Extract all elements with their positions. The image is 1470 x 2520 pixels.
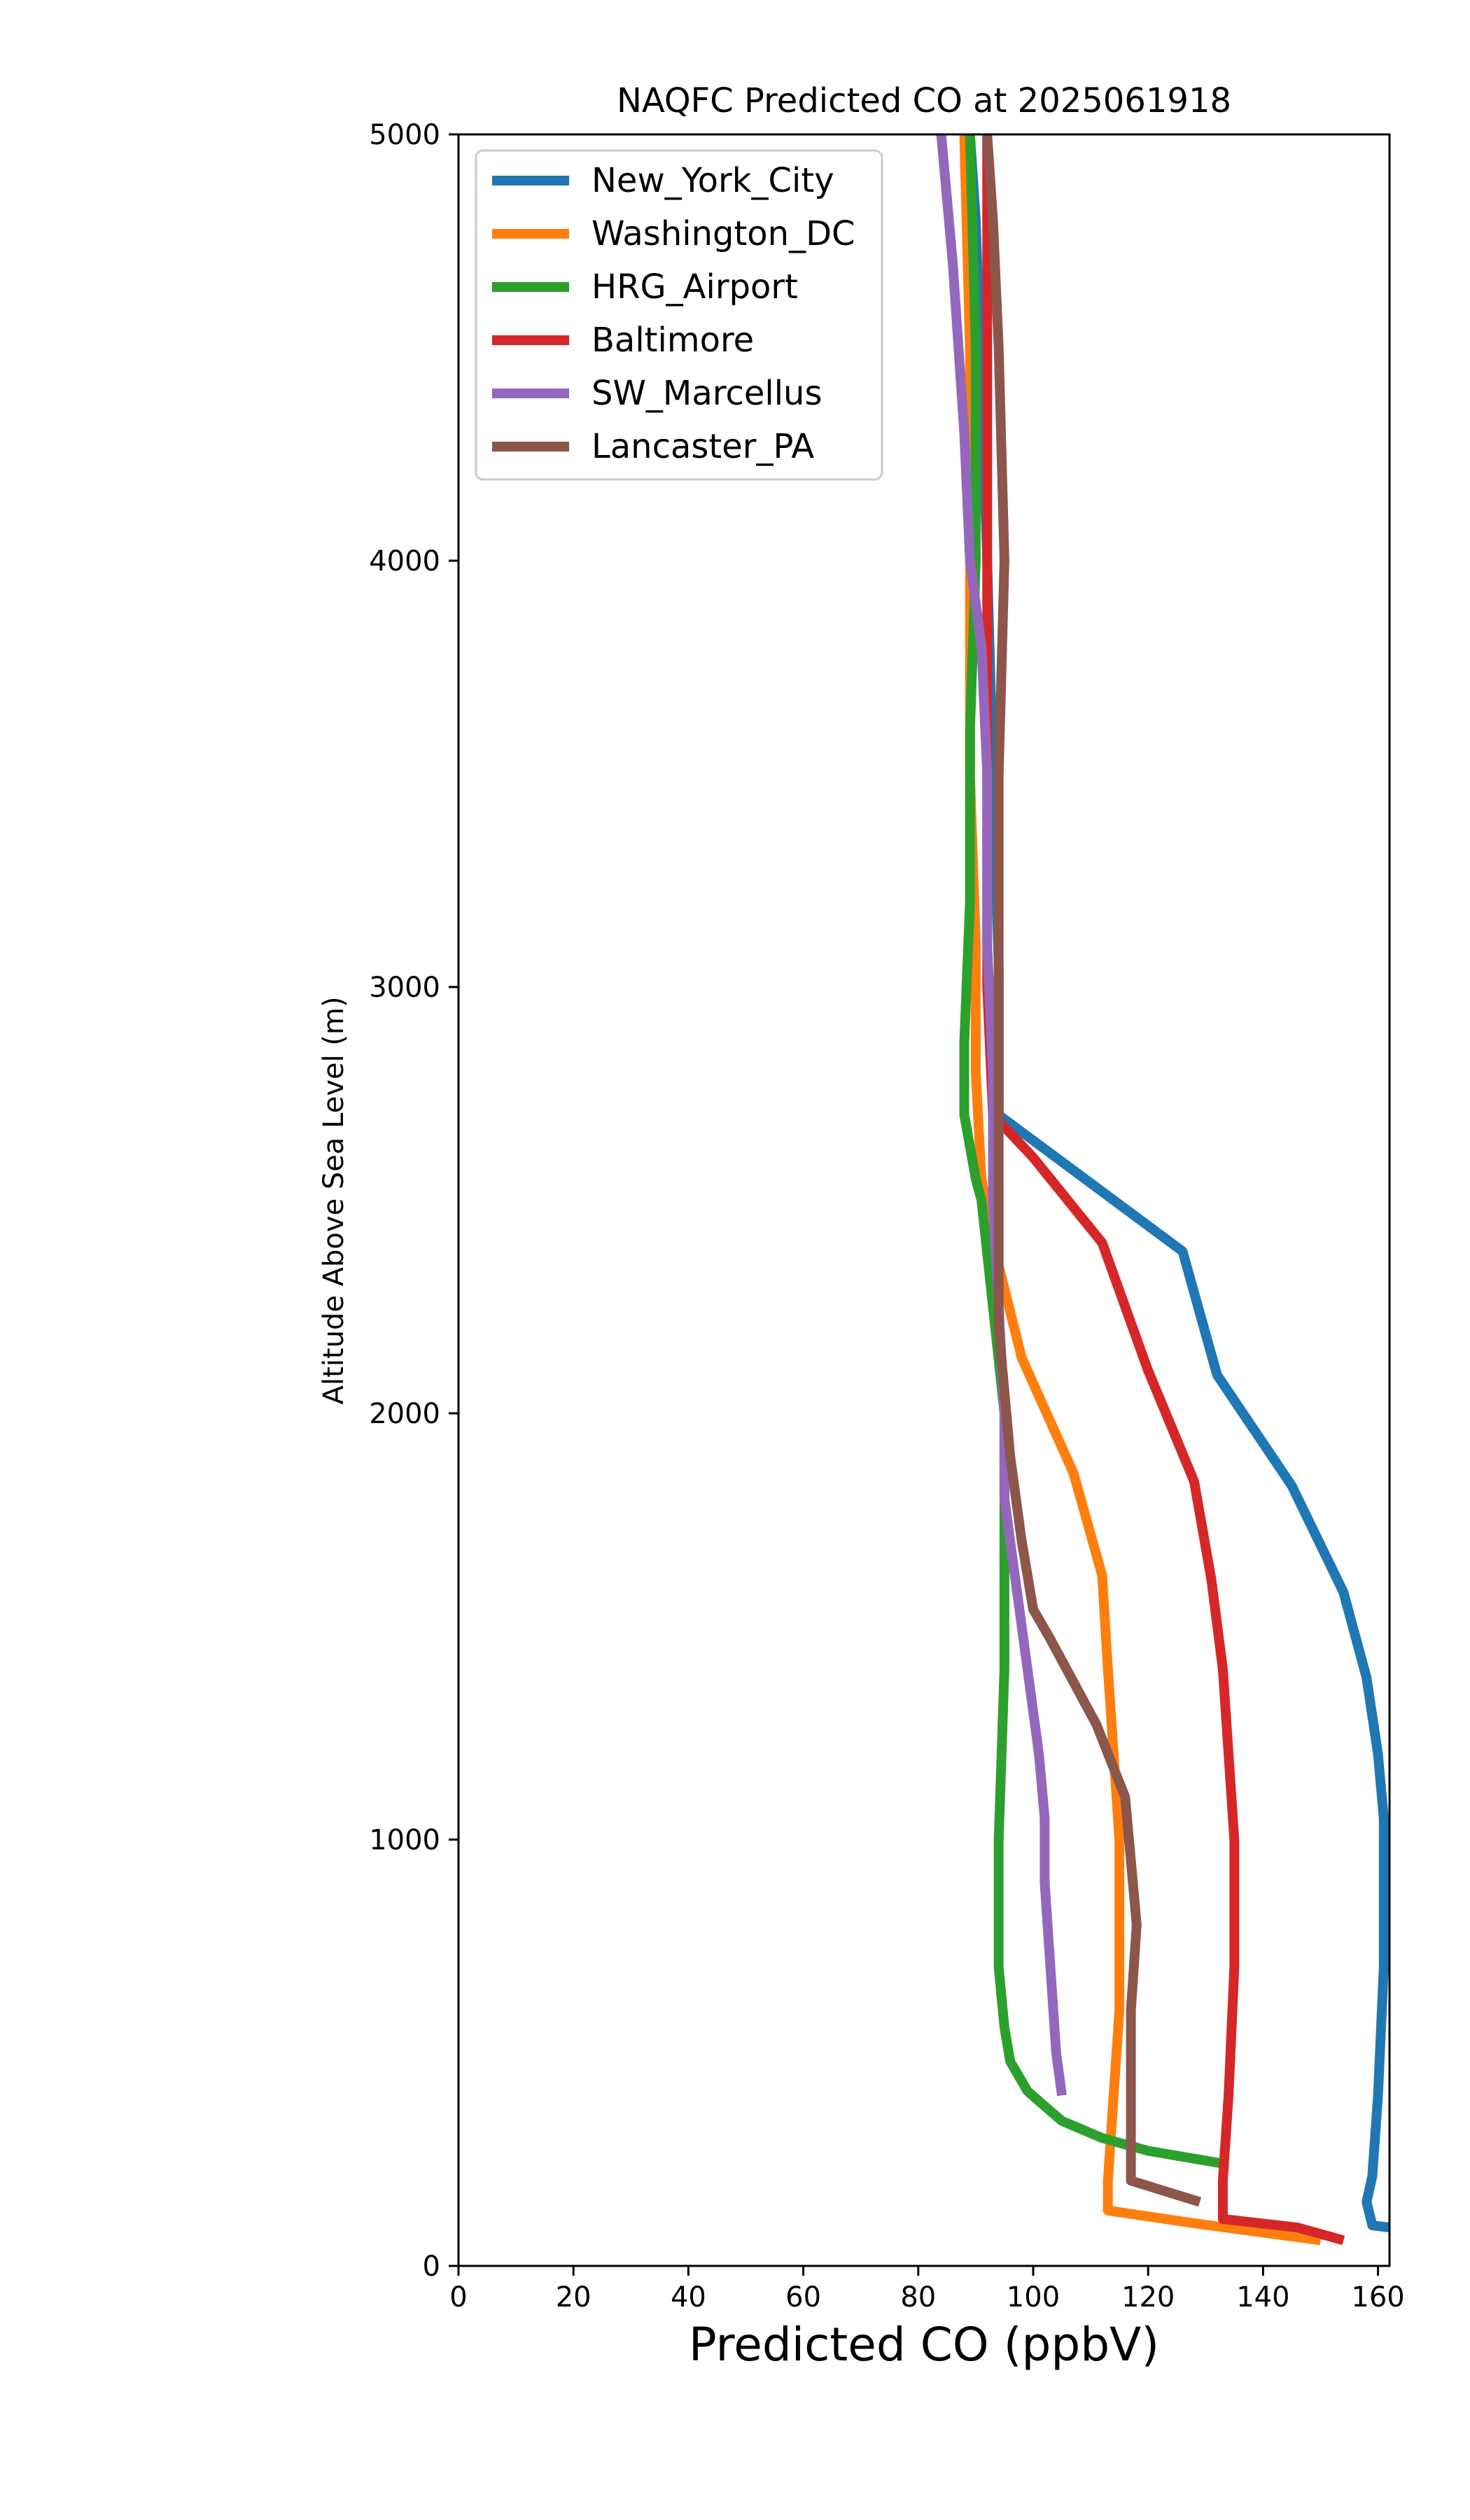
x-tick-label: 140 [1236,2281,1289,2314]
series-line-lancaster-pa [982,134,1202,2207]
x-tick-label: 40 [671,2281,706,2314]
y-axis: 0 1000 2000 3000 4000 5000 [369,119,458,2283]
chart-title: NAQFC Predicted CO at 2025061918 [617,81,1231,120]
x-tick-label: 100 [1007,2281,1060,2314]
legend-box [475,149,883,481]
y-tick-label: 1000 [369,1824,440,1856]
legend-label-hrg-airport: HRG_Airport [592,267,798,307]
x-tick-label: 60 [785,2281,821,2314]
x-tick-label: 160 [1351,2281,1404,2314]
series-lines [936,134,1390,2246]
x-tick-label: 80 [900,2281,936,2314]
y-axis-label: Altitude Above Sea Level (m) [318,997,350,1405]
x-tick-label: 120 [1121,2281,1175,2314]
y-tick-label: 0 [423,2250,440,2283]
legend-label-lancaster-pa: Lancaster_PA [592,427,814,466]
axes-frame [457,133,1391,2267]
x-tick-label: 0 [449,2281,467,2314]
y-tick-label: 2000 [369,1398,440,1430]
x-axis-label: Predicted CO (ppbV) [689,2318,1159,2372]
legend: New_York_City Washington_DC HRG_Airport Bal… [475,149,883,481]
legend-entries: New_York_City Washington_DC HRG_Airport Bal… [492,161,855,466]
y-tick-label: 3000 [369,972,440,1004]
legend-label-new-york-city: New_York_City [592,161,834,200]
legend-label-baltimore: Baltimore [592,321,754,360]
x-axis: 0 20 40 60 80 100 120 140 160 [449,2266,1405,2314]
y-tick-label: 4000 [369,545,440,578]
y-tick-label: 5000 [369,119,440,151]
legend-label-sw-marcellus: SW_Marcellus [592,374,822,413]
x-tick-label: 20 [556,2281,592,2314]
legend-label-washington-dc: Washington_DC [592,214,855,253]
